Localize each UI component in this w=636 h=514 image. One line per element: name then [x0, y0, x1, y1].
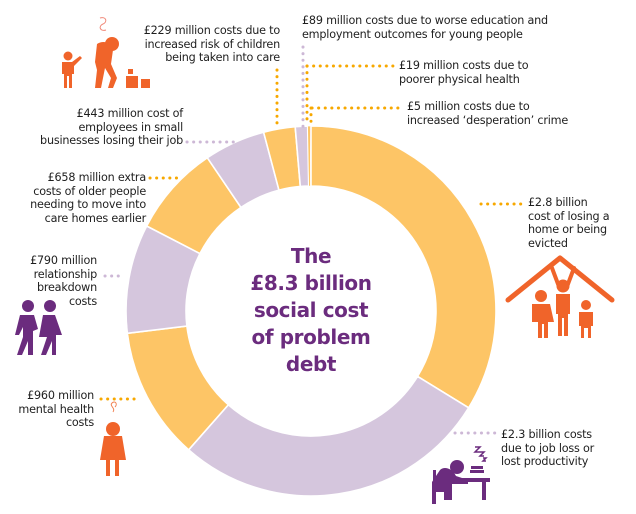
label-line: mental health — [18, 402, 94, 416]
label-line: £229 million costs due to — [143, 24, 281, 37]
donut-slice — [309, 125, 312, 187]
label-line: cost of losing a — [528, 209, 610, 223]
label-line: £2.3 billion costs — [501, 428, 592, 441]
label-line: poorer physical health — [399, 72, 520, 86]
label-desperation-crime: £5 million costs due to increased ‘despe… — [407, 100, 568, 127]
label-line: costs of older people — [33, 184, 146, 198]
label-mental-health: £960 million mental health costs — [18, 389, 94, 430]
family-under-roof-icon — [505, 255, 615, 338]
label-line: £5 million costs due to — [407, 100, 530, 113]
label-education-outcomes: £89 million costs due to worse education… — [302, 14, 548, 41]
label-line: breakdown — [36, 281, 97, 294]
label-physical-health: £19 million costs due to poorer physical… — [399, 59, 529, 86]
stressed-woman-icon — [100, 401, 126, 476]
title-line: social cost — [253, 298, 369, 322]
label-home-eviction: £2.8 billion cost of losing a home or be… — [528, 196, 610, 250]
label-line: £2.8 billion — [528, 196, 588, 209]
title-line: debt — [285, 352, 337, 376]
label-line: increased ‘desperation’ crime — [407, 113, 569, 127]
label-line: relationship — [33, 267, 98, 281]
label-small-business-employees: £443 million cost of employees in small … — [40, 107, 183, 148]
label-older-people-care: £658 million extra costs of older people… — [30, 171, 146, 225]
label-line: lost productivity — [501, 455, 589, 468]
label-line: increased risk of children — [144, 37, 281, 51]
label-line: evicted — [528, 236, 568, 250]
label-line: £19 million costs due to — [399, 59, 529, 72]
label-line: care homes earlier — [44, 211, 147, 225]
label-line: £960 million — [27, 389, 94, 402]
donut-slice — [187, 375, 470, 497]
label-line: employees in small — [78, 120, 183, 134]
label-line: needing to move into — [30, 198, 146, 211]
label-line: home or being — [528, 223, 607, 236]
title-line: £8.3 billion — [250, 271, 372, 295]
label-relationship-breakdown: £790 million relationship breakdown cost… — [30, 254, 97, 308]
label-line: £443 million cost of — [76, 107, 184, 120]
title-line: The — [290, 244, 332, 268]
title-line: of problem — [251, 325, 371, 349]
label-line: £658 million extra — [47, 171, 147, 184]
label-children-care: £229 million costs due to increased risk… — [143, 24, 281, 65]
label-line: due to job loss or — [501, 441, 595, 455]
label-line: being taken into care — [165, 51, 280, 64]
center-title: The £8.3 billion social cost of problem … — [211, 243, 411, 378]
sleeping-worker-at-desk-icon — [432, 446, 490, 504]
label-line: £89 million costs due to worse education… — [302, 14, 548, 27]
label-job-loss: £2.3 billion costs due to job loss or lo… — [501, 428, 594, 469]
leader-lines — [99, 45, 524, 435]
label-line: costs — [65, 416, 94, 429]
donut-slices — [125, 125, 497, 497]
stressed-parent-with-child-icon — [62, 17, 150, 88]
label-line: businesses losing their job — [40, 134, 183, 147]
label-line: employment outcomes for young people — [302, 27, 523, 41]
donut-slice — [310, 125, 497, 409]
label-line: £790 million — [30, 254, 97, 267]
label-line: costs — [68, 294, 97, 308]
walking-couple-icon — [15, 300, 62, 355]
